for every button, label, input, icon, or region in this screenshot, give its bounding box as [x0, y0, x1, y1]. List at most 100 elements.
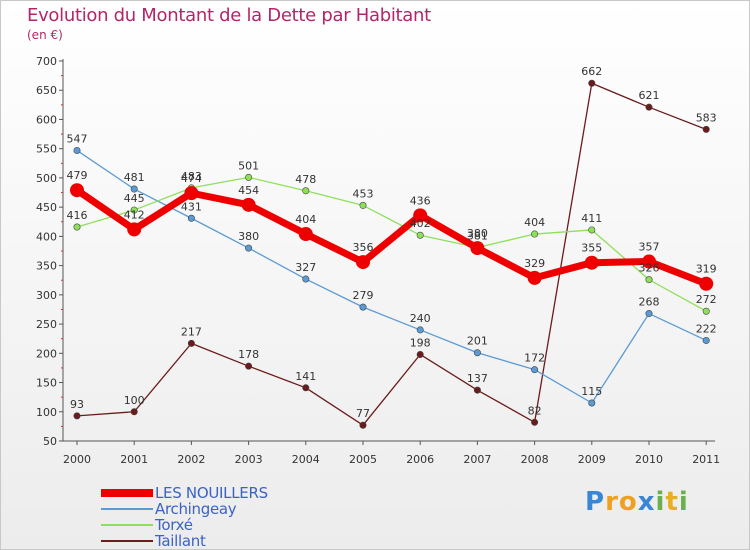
logo-letter: r: [605, 487, 619, 517]
y-tick-label: 150: [36, 377, 57, 390]
data-label: 327: [295, 261, 316, 274]
y-tick-label: 550: [36, 143, 57, 156]
data-label: 115: [581, 385, 602, 398]
y-tick-label: 250: [36, 318, 57, 331]
data-label: 547: [67, 132, 88, 145]
data-point: [699, 276, 714, 291]
data-label: 583: [696, 111, 717, 124]
x-tick-label: 2006: [406, 453, 434, 466]
data-point: [359, 421, 367, 429]
y-tick-label: 350: [36, 260, 57, 273]
proxiti-logo: Proxiti: [585, 487, 689, 517]
data-label: 326: [639, 262, 660, 275]
data-point: [527, 270, 542, 285]
data-point: [70, 183, 84, 198]
data-label: 380: [467, 227, 488, 240]
x-tick-label: 2002: [177, 453, 205, 466]
data-label: 357: [639, 241, 660, 254]
data-label: 272: [696, 293, 717, 306]
data-label: 445: [124, 192, 145, 205]
x-tick-label: 2005: [349, 453, 377, 466]
data-point: [531, 230, 539, 238]
data-point: [645, 276, 653, 284]
data-label: 201: [467, 335, 488, 348]
data-label: 279: [353, 289, 374, 302]
x-tick-label: 2007: [463, 453, 491, 466]
data-label: 411: [581, 212, 602, 225]
data-label: 416: [67, 209, 88, 222]
y-tick-label: 650: [36, 84, 57, 97]
data-label: 621: [639, 89, 660, 102]
legend-label: LES NOUILLERS: [155, 484, 268, 502]
x-tick-label: 2008: [521, 453, 549, 466]
data-label: 404: [524, 216, 545, 229]
data-point: [130, 408, 138, 416]
x-tick-label: 2003: [235, 453, 263, 466]
data-label: 198: [410, 336, 431, 349]
data-point: [588, 79, 596, 87]
series-layer: [70, 79, 714, 429]
data-point: [130, 206, 138, 214]
data-label: 501: [238, 159, 259, 172]
data-point: [302, 187, 310, 195]
x-tick-label: 2001: [120, 453, 148, 466]
data-point: [73, 223, 81, 231]
data-point: [588, 226, 596, 234]
data-label: 141: [295, 370, 316, 383]
data-point: [531, 366, 539, 374]
x-tick-label: 2009: [578, 453, 606, 466]
data-label: 137: [467, 372, 488, 385]
data-point: [302, 275, 310, 283]
chart-subtitle: (en €): [27, 28, 63, 42]
legend-swatch: [101, 524, 153, 526]
data-point: [359, 201, 367, 209]
data-point: [702, 307, 710, 315]
y-tick-label: 50: [43, 435, 57, 448]
y-tick-label: 600: [36, 113, 57, 126]
y-tick-label: 400: [36, 230, 57, 243]
data-labels-layer: 93 100 217 178 141 77 198 137 82 662 621 583 547 481 4…: [67, 65, 717, 420]
data-point: [416, 326, 424, 334]
data-label: 77: [356, 407, 370, 420]
data-label: 268: [639, 296, 660, 309]
x-tick-label: 2000: [63, 453, 91, 466]
data-label: 356: [353, 241, 374, 254]
data-label: 222: [696, 322, 717, 335]
data-point: [73, 412, 81, 420]
data-point: [584, 255, 599, 270]
data-label: 453: [353, 187, 374, 200]
data-point: [241, 197, 256, 212]
logo-letter: i: [678, 487, 689, 517]
y-tick-label: 450: [36, 201, 57, 214]
data-point: [245, 244, 253, 252]
data-label: 436: [410, 194, 431, 207]
y-tick-label: 700: [36, 55, 57, 68]
data-label: 217: [181, 325, 202, 338]
data-label: 319: [696, 263, 717, 276]
data-point: [531, 418, 539, 426]
data-point: [470, 241, 485, 256]
data-label: 412: [124, 208, 145, 221]
logo-letter: x: [637, 487, 656, 517]
data-point: [187, 339, 195, 347]
data-point: [645, 310, 653, 318]
data-point: [73, 146, 81, 154]
data-label: 402: [410, 217, 431, 230]
data-label: 355: [581, 242, 602, 255]
x-tick-label: 2004: [292, 453, 320, 466]
data-point: [413, 208, 428, 223]
data-label: 172: [524, 352, 545, 365]
logo-letter: P: [585, 487, 606, 517]
data-point: [702, 336, 710, 344]
logo-letter: t: [665, 487, 679, 517]
logo-letter: i: [655, 487, 666, 517]
data-point: [642, 254, 656, 269]
data-point: [356, 255, 370, 270]
data-label: 240: [410, 312, 431, 325]
data-label: 100: [124, 394, 145, 407]
data-point: [127, 222, 142, 237]
data-point: [184, 186, 199, 201]
data-point: [302, 384, 310, 392]
